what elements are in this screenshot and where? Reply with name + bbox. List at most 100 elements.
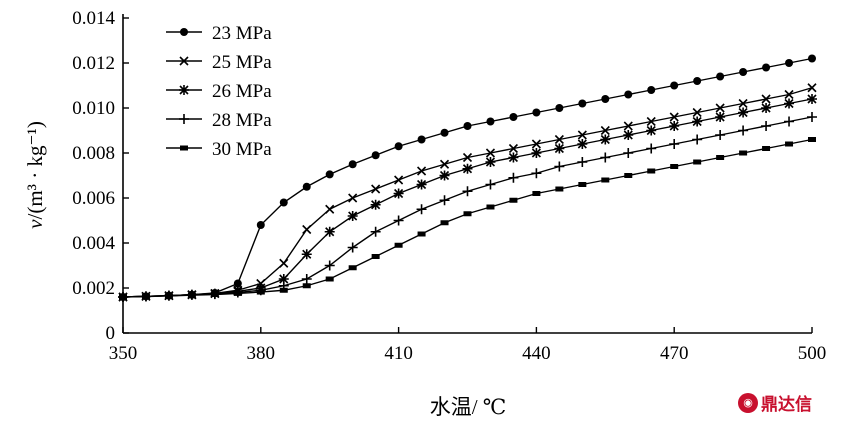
- data-point: [624, 173, 633, 178]
- data-point: [601, 95, 610, 103]
- data-point: [647, 86, 656, 94]
- data-point: [600, 125, 610, 136]
- data-point: [623, 130, 634, 140]
- x-tick-label: 380: [247, 343, 276, 364]
- data-point: [577, 130, 587, 140]
- data-point: [509, 197, 518, 203]
- data-point: [555, 186, 564, 192]
- y-tick-label: 0.010: [72, 98, 115, 119]
- y-axis-title-unit: /(m³ · kg⁻¹): [23, 121, 47, 219]
- y-tick-label: 0.012: [72, 53, 115, 74]
- data-point: [761, 103, 772, 113]
- data-point: [808, 54, 816, 63]
- data-point: [324, 226, 335, 237]
- data-point: [738, 98, 748, 109]
- y-axis-title: v/(m³ · kg⁻¹): [23, 121, 47, 229]
- data-point: [370, 226, 381, 237]
- data-point: [693, 77, 702, 85]
- data-point: [393, 188, 404, 199]
- data-point: [762, 146, 771, 151]
- data-point: [439, 170, 450, 181]
- legend-marker: [179, 114, 189, 124]
- data-point: [279, 198, 288, 207]
- data-point: [463, 211, 472, 217]
- data-point: [439, 159, 450, 169]
- data-point: [486, 117, 495, 126]
- data-point: [738, 125, 749, 136]
- data-point: [394, 142, 403, 151]
- data-point: [508, 152, 519, 163]
- data-point: [532, 191, 541, 196]
- data-point: [348, 265, 357, 271]
- data-point: [624, 90, 633, 99]
- data-point: [371, 184, 381, 194]
- y-tick-label: 0.014: [72, 8, 115, 29]
- data-point: [531, 148, 542, 158]
- x-tick-label: 350: [109, 343, 138, 364]
- data-point: [669, 112, 679, 122]
- data-point: [807, 112, 817, 122]
- data-point: [417, 135, 426, 144]
- data-point: [715, 103, 725, 113]
- svg-text:v/(m³ · kg⁻¹): v/(m³ · kg⁻¹): [23, 121, 47, 229]
- legend-label: 30 MPa: [212, 139, 272, 160]
- data-point: [761, 121, 772, 131]
- data-point: [348, 160, 357, 169]
- x-tick-label: 500: [798, 343, 827, 364]
- data-point: [692, 134, 703, 145]
- data-point: [715, 112, 726, 122]
- data-point: [577, 139, 588, 149]
- legend-label: 25 MPa: [212, 52, 272, 73]
- data-point: [348, 193, 358, 203]
- series-line: [122, 138, 813, 298]
- data-point: [278, 274, 289, 284]
- data-point: [462, 163, 473, 174]
- data-point: [600, 152, 611, 163]
- data-point: [531, 168, 542, 179]
- data-point: [716, 155, 725, 160]
- data-point: [394, 175, 404, 185]
- data-point: [325, 170, 334, 179]
- data-point: [739, 150, 748, 156]
- legend-label: 26 MPa: [212, 81, 272, 102]
- data-point: [486, 204, 495, 210]
- data-point: [370, 199, 381, 210]
- data-point: [508, 143, 518, 154]
- data-point: [646, 116, 656, 127]
- plot-area: 0 0.002 0.004 0.006 0.008 0.010 0.012 0.014 350 3…: [72, 8, 826, 364]
- data-point: [462, 186, 473, 197]
- data-point: [394, 242, 403, 248]
- data-point: [301, 274, 312, 284]
- data-point: [325, 204, 335, 214]
- data-point: [233, 279, 242, 288]
- data-point: [485, 148, 496, 158]
- data-point: [371, 254, 380, 259]
- data-point: [647, 168, 656, 174]
- data-point: [761, 94, 771, 104]
- data-point: [784, 98, 795, 109]
- data-point: [210, 292, 219, 298]
- x-tick-label: 470: [660, 343, 689, 364]
- legend: 23 MPa 25 MPa 26 MPa 28 MPa 30 MPa: [166, 23, 272, 160]
- data-point: [417, 231, 426, 237]
- data-point: [416, 204, 427, 215]
- data-point: [692, 107, 702, 118]
- data-point: [508, 172, 519, 183]
- data-point: [417, 166, 427, 176]
- data-point: [531, 139, 541, 149]
- data-point: [762, 63, 771, 72]
- watermark-text: 鼎达信: [761, 395, 812, 415]
- data-point: [416, 179, 427, 190]
- data-point: [784, 116, 795, 127]
- data-point: [532, 108, 541, 117]
- data-point: [256, 289, 265, 295]
- data-point: [739, 68, 748, 76]
- data-point: [784, 89, 794, 100]
- x-axis-title: 水温/ ℃: [430, 395, 507, 419]
- data-point: [669, 121, 680, 131]
- data-point: [509, 113, 518, 121]
- data-point: [233, 290, 242, 296]
- data-point: [785, 141, 794, 147]
- dingdaxin-logo-icon: ◉: [738, 392, 758, 413]
